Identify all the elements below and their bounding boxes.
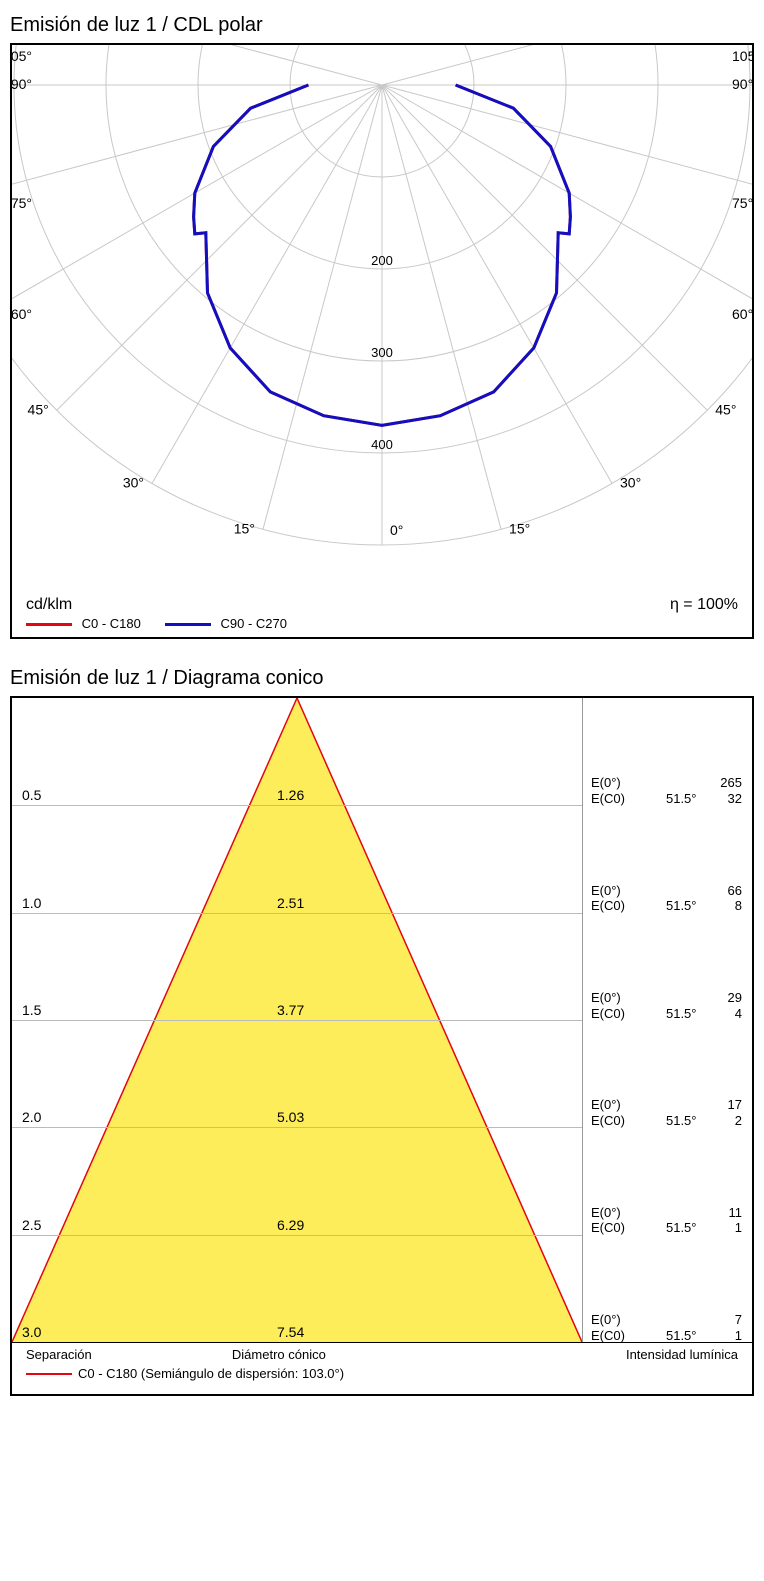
- cone-gridline: [12, 1127, 582, 1128]
- cone-dia-label: 2.51: [277, 895, 304, 913]
- cone-sep-label: 3.0: [22, 1324, 41, 1342]
- cone-chart-title: Emisión de luz 1 / Diagrama conico: [10, 667, 754, 690]
- cone-sep-label: 2.0: [22, 1109, 41, 1127]
- svg-text:90°: 90°: [12, 76, 32, 92]
- svg-text:105°: 105°: [732, 48, 752, 64]
- cone-dia-label: 3.77: [277, 1002, 304, 1020]
- polar-legend: cd/klm η = 100% C0 - C180 C90 - C270: [12, 592, 752, 637]
- cone-data-row: E(0°)17E(C0)51.5°2: [591, 1097, 742, 1128]
- cone-dia-label: 7.54: [277, 1324, 304, 1342]
- cone-gridline: [12, 805, 582, 806]
- footer-label-sep: Separación: [26, 1347, 92, 1362]
- cone-dia-label: 1.26: [277, 787, 304, 805]
- cone-data-row: E(0°)29E(C0)51.5°4: [591, 990, 742, 1021]
- polar-chart-title: Emisión de luz 1 / CDL polar: [10, 14, 754, 37]
- cone-gridline: [12, 1020, 582, 1021]
- cone-left-column: 0.5 1.26 1.0 2.51 1.5 3.77 2.0 5.03 2.5 6.29 3.0 7.…: [12, 698, 582, 1342]
- svg-text:75°: 75°: [12, 195, 32, 211]
- svg-text:300: 300: [371, 345, 393, 360]
- cone-sep-label: 0.5: [22, 787, 41, 805]
- polar-efficiency-label: η = 100%: [670, 596, 738, 614]
- svg-text:15°: 15°: [234, 520, 255, 536]
- svg-text:60°: 60°: [12, 306, 32, 322]
- cone-sep-label: 2.5: [22, 1217, 41, 1235]
- polar-unit-label: cd/klm: [26, 596, 72, 614]
- cone-sep-label: 1.0: [22, 895, 41, 913]
- cone-dia-label: 6.29: [277, 1217, 304, 1235]
- legend-item-c90: C90 - C270: [165, 616, 287, 631]
- footer-label-dia: Diámetro cónico: [232, 1347, 326, 1362]
- svg-text:30°: 30°: [123, 474, 144, 490]
- legend-swatch-c0: [26, 623, 72, 626]
- polar-chart: 200 300 400 105° 105° 90° 90° 75° 75° 60° 60° 45° 45…: [10, 43, 754, 639]
- cone-data-column: E(0°)265E(C0)51.5°32 E(0°)66E(C0)51.5°8 E(…: [582, 698, 752, 1342]
- legend-item-c0: C0 - C180: [26, 616, 141, 631]
- svg-text:15°: 15°: [509, 520, 530, 536]
- svg-text:105°: 105°: [12, 48, 32, 64]
- cone-chart: 0.5 1.26 1.0 2.51 1.5 3.77 2.0 5.03 2.5 6.29 3.0 7.…: [10, 696, 754, 1396]
- legend-label-c90: C90 - C270: [221, 616, 287, 631]
- legend-swatch-c90: [165, 623, 211, 626]
- svg-text:30°: 30°: [620, 474, 641, 490]
- cone-gridline: [12, 1235, 582, 1236]
- cone-legend-swatch: [26, 1373, 72, 1375]
- footer-label-int: Intensidad lumínica: [626, 1347, 738, 1362]
- cone-data-row: E(0°)66E(C0)51.5°8: [591, 883, 742, 914]
- cone-data-row: E(0°)265E(C0)51.5°32: [591, 775, 742, 806]
- cone-data-row: E(0°)7E(C0)51.5°1: [591, 1312, 742, 1343]
- cone-inner: 0.5 1.26 1.0 2.51 1.5 3.77 2.0 5.03 2.5 6.29 3.0 7.…: [12, 698, 752, 1342]
- svg-text:75°: 75°: [732, 195, 752, 211]
- svg-text:200: 200: [371, 253, 393, 268]
- svg-text:400: 400: [371, 437, 393, 452]
- cone-data-row: E(0°)11E(C0)51.5°1: [591, 1205, 742, 1236]
- cone-legend-text: C0 - C180 (Semiángulo de dispersión: 103…: [78, 1366, 344, 1381]
- svg-text:60°: 60°: [732, 306, 752, 322]
- cone-footer: Separación Diámetro cónico Intensidad lu…: [12, 1342, 752, 1394]
- svg-text:45°: 45°: [715, 401, 736, 417]
- legend-label-c0: C0 - C180: [82, 616, 141, 631]
- svg-text:0°: 0°: [390, 522, 403, 538]
- cone-gridline: [12, 913, 582, 914]
- cone-sep-label: 1.5: [22, 1002, 41, 1020]
- cone-dia-label: 5.03: [277, 1109, 304, 1127]
- svg-text:90°: 90°: [732, 76, 752, 92]
- svg-text:45°: 45°: [28, 401, 49, 417]
- polar-svg: 200 300 400 105° 105° 90° 90° 75° 75° 60° 60° 45° 45…: [12, 45, 752, 585]
